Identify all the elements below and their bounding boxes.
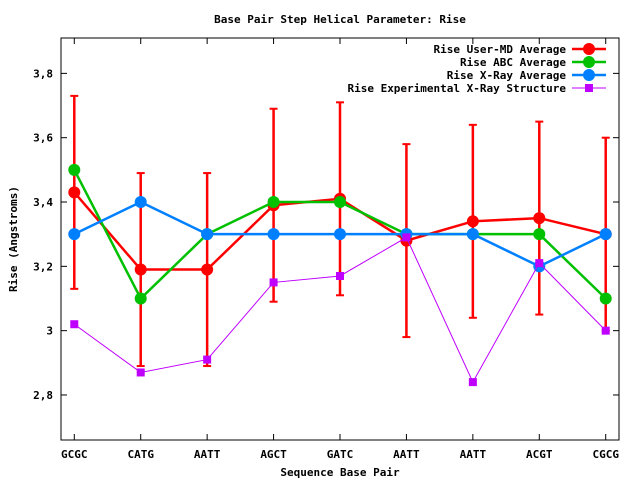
y-tick-label: 3,6 bbox=[33, 132, 53, 145]
x-axis-label: Sequence Base Pair bbox=[280, 466, 400, 479]
legend-marker bbox=[585, 84, 593, 92]
legend-label: Rise ABC Average bbox=[460, 56, 566, 69]
data-point bbox=[533, 228, 546, 241]
data-point bbox=[134, 196, 147, 209]
legend-label: Rise User-MD Average bbox=[434, 43, 567, 56]
x-tick-label: AGCT bbox=[260, 448, 287, 461]
data-point bbox=[402, 233, 411, 242]
legend-marker bbox=[583, 69, 595, 81]
y-tick-label: 2,8 bbox=[33, 389, 53, 402]
data-point bbox=[68, 186, 81, 199]
data-point bbox=[466, 215, 479, 228]
data-point bbox=[334, 196, 346, 209]
legend-marker bbox=[583, 43, 595, 55]
data-point bbox=[601, 326, 610, 335]
y-tick-label: 3,2 bbox=[33, 260, 53, 273]
data-point bbox=[468, 378, 477, 387]
data-point bbox=[201, 263, 214, 276]
y-tick-label: 3,8 bbox=[33, 67, 53, 80]
y-axis-label: Rise (Angstroms) bbox=[7, 186, 20, 292]
chart-title: Base Pair Step Helical Parameter: Rise bbox=[214, 13, 466, 26]
data-point bbox=[201, 228, 214, 241]
data-point bbox=[466, 228, 479, 241]
x-tick-label: GATC bbox=[327, 448, 354, 461]
data-point bbox=[535, 259, 544, 268]
data-point bbox=[68, 228, 81, 241]
data-point bbox=[599, 292, 612, 305]
data-point bbox=[134, 263, 147, 276]
x-tick-label: CGCG bbox=[592, 448, 619, 461]
x-tick-label: AATT bbox=[194, 448, 221, 461]
x-tick-label: AATT bbox=[460, 448, 487, 461]
data-point bbox=[136, 368, 145, 377]
data-point bbox=[599, 228, 612, 241]
data-point bbox=[334, 228, 346, 241]
x-tick-label: CATG bbox=[127, 448, 154, 461]
data-point bbox=[68, 163, 81, 176]
data-point bbox=[134, 292, 147, 305]
data-point bbox=[70, 320, 79, 329]
y-tick-label: 3,4 bbox=[33, 196, 53, 209]
x-tick-label: AATT bbox=[393, 448, 420, 461]
legend-marker bbox=[583, 56, 595, 68]
series-4 bbox=[70, 233, 610, 387]
plot-border bbox=[60, 37, 620, 441]
legend-label: Rise X-Ray Average bbox=[447, 69, 567, 82]
data-point bbox=[203, 355, 212, 364]
x-tick-label: ACGT bbox=[526, 448, 553, 461]
data-point bbox=[533, 212, 546, 225]
legend-label: Rise Experimental X-Ray Structure bbox=[347, 82, 566, 95]
data-point bbox=[267, 228, 280, 241]
data-point bbox=[269, 278, 278, 287]
data-point bbox=[336, 271, 344, 280]
x-tick-label: GCGC bbox=[61, 448, 88, 461]
plot-area: 2,8 3 3,2 3,4 3,6 3,8 GCGC CATG AATT AGCT GATC AATT… bbox=[33, 38, 619, 461]
data-point bbox=[267, 196, 280, 209]
y-tick-label: 3 bbox=[46, 325, 53, 338]
